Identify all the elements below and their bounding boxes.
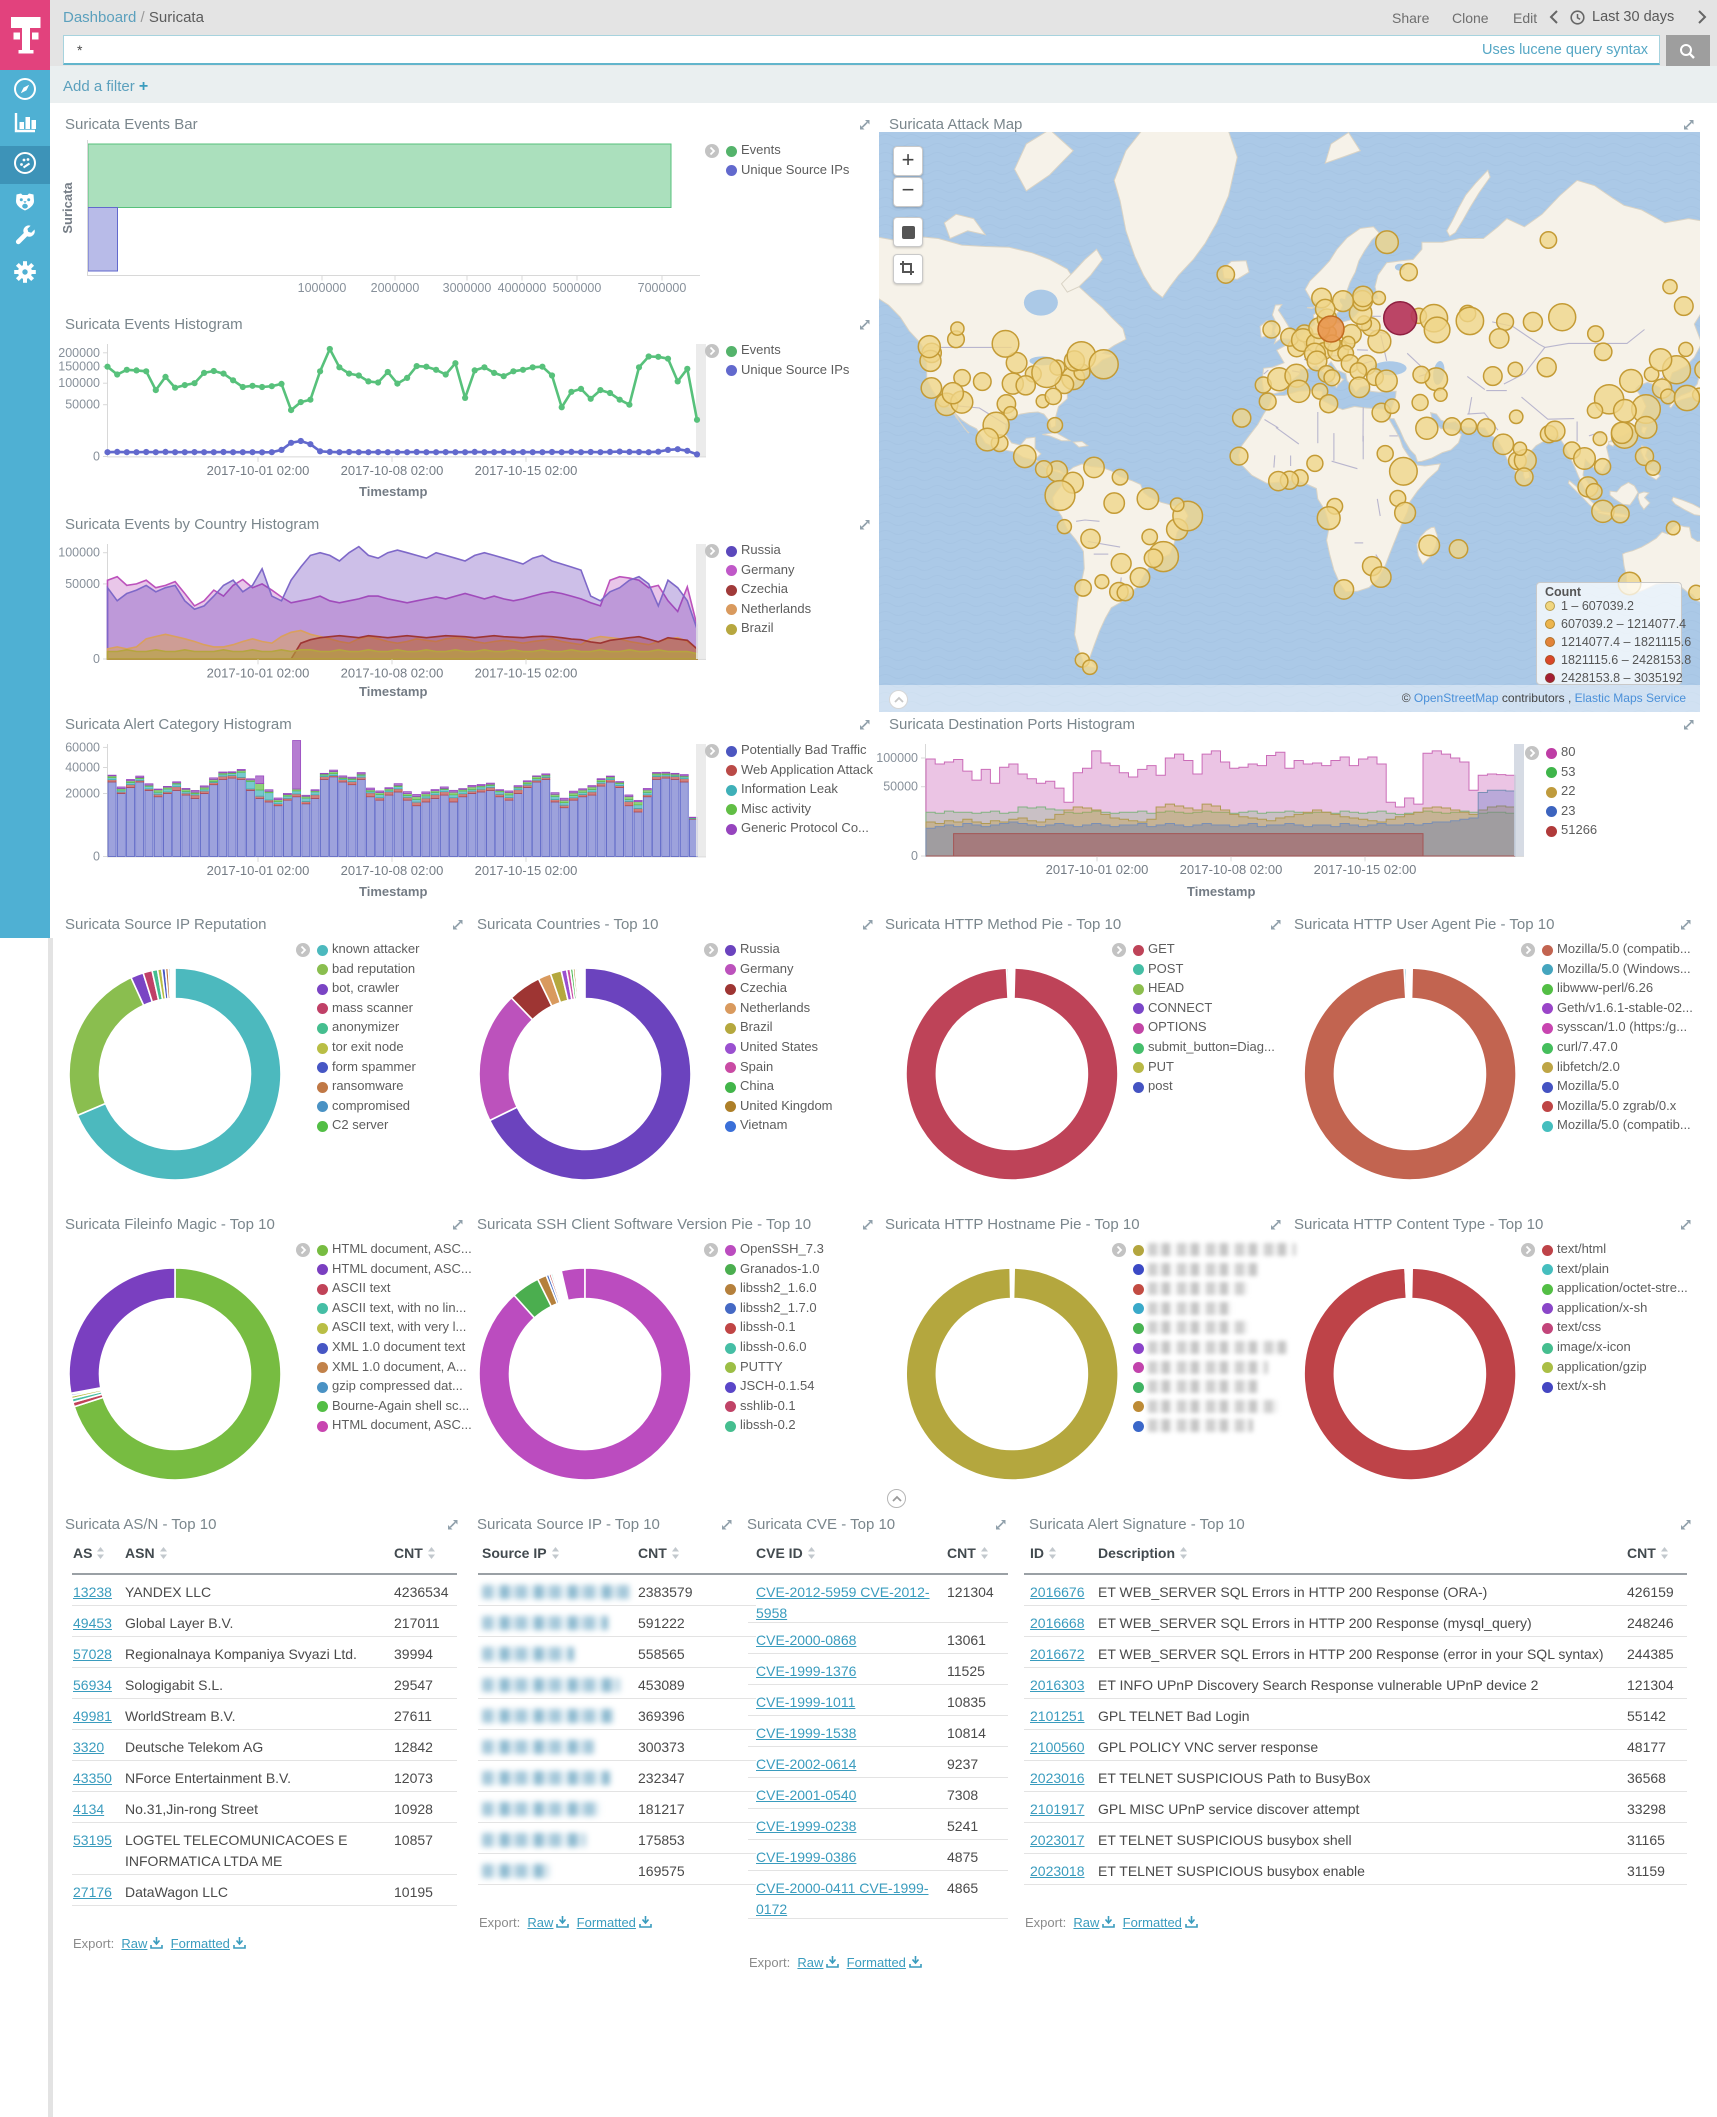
svg-text:0: 0 — [93, 850, 100, 864]
svg-text:2017-10-08 02:00: 2017-10-08 02:00 — [1180, 862, 1283, 877]
svg-text:3000000: 3000000 — [443, 281, 492, 295]
svg-text:5000000: 5000000 — [553, 281, 602, 295]
svg-text:2017-10-15 02:00: 2017-10-15 02:00 — [475, 863, 578, 878]
svg-text:2017-10-01 02:00: 2017-10-01 02:00 — [1046, 862, 1149, 877]
svg-text:2017-10-08 02:00: 2017-10-08 02:00 — [341, 463, 444, 478]
svg-text:Suricata: Suricata — [60, 182, 75, 234]
svg-text:40000: 40000 — [65, 761, 100, 775]
svg-text:100000: 100000 — [58, 376, 100, 390]
svg-text:2000000: 2000000 — [371, 281, 420, 295]
svg-text:1000000: 1000000 — [298, 281, 347, 295]
svg-text:2017-10-08 02:00: 2017-10-08 02:00 — [341, 665, 444, 680]
svg-text:50000: 50000 — [65, 577, 100, 591]
svg-text:60000: 60000 — [65, 740, 100, 754]
svg-text:2017-10-15 02:00: 2017-10-15 02:00 — [475, 463, 578, 478]
svg-text:50000: 50000 — [65, 398, 100, 412]
svg-text:20000: 20000 — [65, 787, 100, 801]
svg-text:2017-10-01 02:00: 2017-10-01 02:00 — [207, 863, 310, 878]
svg-text:2017-10-01 02:00: 2017-10-01 02:00 — [207, 665, 310, 680]
svg-text:200000: 200000 — [58, 346, 100, 360]
svg-text:0: 0 — [911, 849, 918, 863]
svg-text:2017-10-15 02:00: 2017-10-15 02:00 — [475, 665, 578, 680]
svg-text:4000000: 4000000 — [498, 281, 547, 295]
svg-text:2017-10-01 02:00: 2017-10-01 02:00 — [207, 463, 310, 478]
svg-text:0: 0 — [93, 652, 100, 666]
svg-text:100000: 100000 — [58, 546, 100, 560]
svg-text:7000000: 7000000 — [638, 281, 687, 295]
svg-text:2017-10-08 02:00: 2017-10-08 02:00 — [341, 863, 444, 878]
svg-text:50000: 50000 — [883, 780, 918, 794]
svg-text:100000: 100000 — [876, 751, 918, 765]
svg-text:150000: 150000 — [58, 360, 100, 374]
svg-text:0: 0 — [93, 450, 100, 464]
svg-text:2017-10-15 02:00: 2017-10-15 02:00 — [1314, 862, 1417, 877]
